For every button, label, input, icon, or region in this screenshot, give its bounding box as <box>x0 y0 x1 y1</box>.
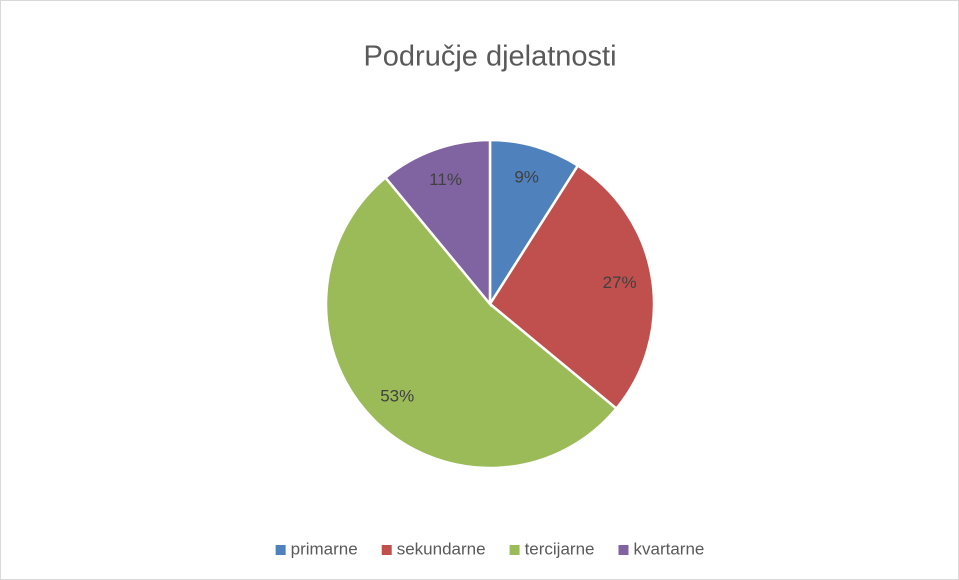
legend-swatch <box>275 545 286 555</box>
data-label: 53% <box>380 386 414 405</box>
legend-label: tercijarne <box>525 539 595 558</box>
pie-slice <box>383 138 492 308</box>
pie-slice <box>488 163 656 411</box>
legend-swatch <box>381 545 392 555</box>
chart-title: Područje djelatnosti <box>363 41 616 73</box>
pie-slice <box>324 175 619 470</box>
data-label: 9% <box>514 167 539 186</box>
legend-swatch <box>618 545 629 555</box>
legend-label: sekundarne <box>397 539 486 558</box>
data-label: 27% <box>603 273 637 292</box>
pie-slice <box>488 138 580 309</box>
data-label: 11% <box>429 170 462 189</box>
legend-swatch <box>509 545 520 555</box>
legend-label: kvartarne <box>633 539 704 558</box>
legend-label: primarne <box>291 539 358 558</box>
